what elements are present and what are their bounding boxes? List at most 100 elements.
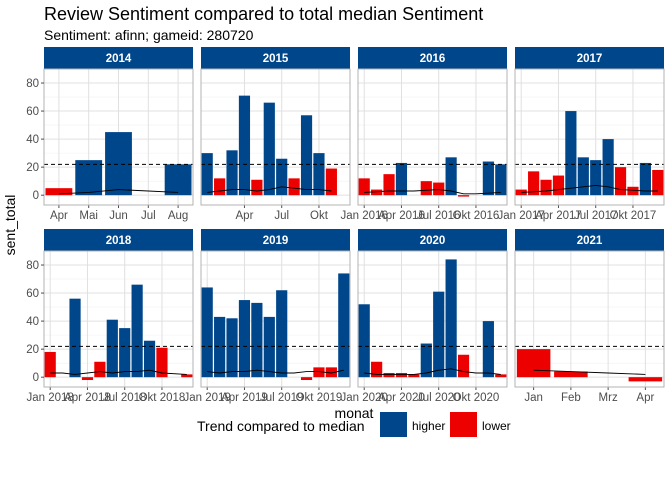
bar	[75, 160, 103, 196]
facet-strip-label: 2020	[420, 235, 446, 247]
y-tick-label: 20	[26, 344, 39, 356]
facet-strip	[515, 229, 664, 251]
panel-border	[43, 68, 194, 206]
facet-panels: 2014 Apr Mai Jun Jul Aug 0 20 40 60 80 2015 Apr Jul Ok…	[26, 47, 665, 404]
bar	[383, 372, 395, 378]
y-axis-title: sent_total	[2, 195, 18, 256]
bar	[338, 273, 350, 378]
panel-border	[357, 68, 508, 206]
facet-panel-2021: 2021 Jan Feb Mrz Apr	[514, 229, 665, 404]
x-tick-label: Apr 2018	[64, 392, 111, 404]
legend: Trend compared to median higher lower	[197, 412, 511, 437]
panel-border	[357, 250, 508, 388]
bar	[263, 316, 275, 378]
x-tick-label: Apr 2020	[378, 392, 425, 404]
bar	[238, 95, 251, 196]
y-tick-label: 40	[26, 316, 39, 328]
x-tick-label: Feb	[561, 392, 581, 404]
x-tick-label: Jan	[524, 392, 543, 404]
bar	[358, 178, 370, 196]
bar	[482, 321, 494, 378]
legend-label-lower: lower	[482, 419, 511, 433]
bar	[628, 377, 663, 382]
x-tick-label: Jan 2017	[498, 210, 545, 222]
x-tick-label: Mrz	[599, 392, 618, 404]
x-tick-label: Okt 2018	[139, 392, 186, 404]
bar	[652, 169, 664, 196]
facet-strip	[358, 229, 507, 251]
x-tick-label: Jul 2017	[574, 210, 617, 222]
panel-border	[200, 250, 351, 388]
bar	[408, 374, 420, 378]
y-tick-label: 60	[26, 288, 39, 300]
bar	[181, 374, 193, 378]
chart-subtitle: Sentiment: afinn; gameid: 280720	[44, 27, 254, 43]
y-tick-label: 0	[33, 372, 39, 384]
x-tick-label: Mai	[79, 210, 98, 222]
bar	[288, 178, 300, 196]
bar	[238, 300, 251, 378]
bar	[371, 361, 383, 378]
bar	[516, 349, 551, 378]
facet-panel-2015: 2015 Apr Jul Okt	[200, 47, 351, 222]
x-tick-label: Aug	[168, 210, 188, 222]
x-tick-label: Jun	[109, 210, 128, 222]
x-tick-label: Jan 2020	[341, 392, 388, 404]
bar	[420, 181, 432, 196]
bar	[325, 168, 337, 196]
bar	[445, 157, 457, 196]
bar	[577, 157, 589, 196]
bar	[457, 195, 470, 197]
bar	[445, 259, 457, 378]
facet-strip-label: 2017	[577, 53, 603, 65]
bar	[395, 162, 408, 196]
y-tick-label: 0	[33, 190, 39, 202]
bar	[313, 153, 325, 196]
trend-line	[364, 368, 501, 375]
legend-label-higher: higher	[412, 419, 445, 433]
x-tick-label: Jul 2020	[417, 392, 460, 404]
bar	[495, 374, 507, 378]
y-tick-label: 80	[26, 78, 39, 90]
bar	[552, 175, 565, 196]
x-tick-label: Jul	[141, 210, 156, 222]
bar	[106, 319, 118, 378]
y-tick-label: 80	[26, 260, 39, 272]
trend-line	[207, 186, 332, 193]
trend-line	[533, 369, 646, 375]
bar	[143, 340, 156, 378]
x-tick-label: Apr 2016	[378, 210, 425, 222]
x-tick-label: Apr	[236, 210, 254, 222]
x-axis-title: monat	[335, 405, 374, 421]
panel-border	[514, 68, 665, 206]
bar	[131, 284, 143, 378]
bar	[554, 371, 588, 378]
facet-panel-2014: 2014 Apr Mai Jun Jul Aug 0 20 40 60 80	[26, 47, 194, 222]
bar	[639, 162, 651, 196]
y-tick-label: 40	[26, 134, 39, 146]
panel-border	[43, 250, 194, 388]
bar	[371, 189, 383, 196]
bar	[420, 343, 432, 378]
x-tick-label: Okt 2016	[453, 210, 500, 222]
bar	[602, 139, 614, 196]
facet-strip	[44, 229, 193, 251]
bar	[251, 179, 263, 196]
x-tick-label: Apr	[636, 392, 654, 404]
facet-strip	[201, 229, 350, 251]
x-tick-label: Okt 2017	[610, 210, 657, 222]
facet-strip	[44, 47, 193, 69]
x-tick-label: Apr 2019	[221, 392, 268, 404]
y-tick-label: 20	[26, 162, 39, 174]
bar	[300, 115, 313, 196]
facet-strip-label: 2015	[263, 53, 289, 65]
bar	[201, 287, 213, 378]
trend-line	[50, 369, 187, 375]
bar	[156, 347, 168, 378]
bar	[482, 161, 494, 196]
bar	[433, 182, 445, 196]
